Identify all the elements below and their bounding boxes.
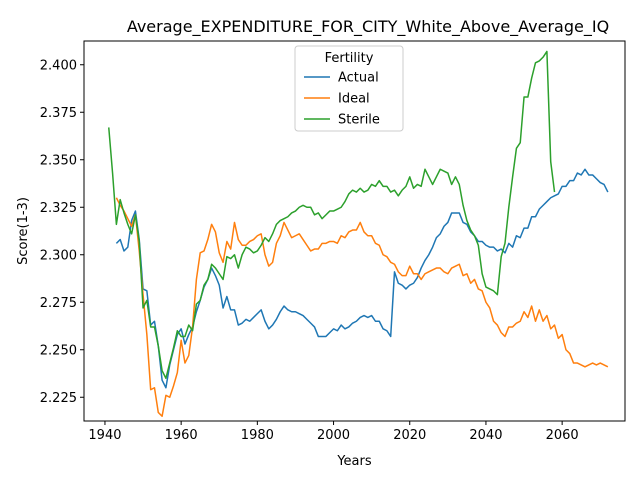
legend-label-sterile: Sterile xyxy=(338,113,380,128)
x-tick-label: 2040 xyxy=(469,428,502,443)
y-tick-label: 2.400 xyxy=(40,58,77,73)
y-tick-label: 2.300 xyxy=(40,248,77,263)
x-axis-label: Years xyxy=(336,454,372,469)
y-axis: 2.225 2.250 2.275 2.300 2.325 2.350 2.375 2.400 xyxy=(40,58,84,406)
y-tick-label: 2.375 xyxy=(40,106,77,121)
y-tick-label: 2.225 xyxy=(40,391,77,406)
y-tick-label: 2.275 xyxy=(40,296,77,311)
legend-title: Fertility xyxy=(325,51,374,66)
legend-label-ideal: Ideal xyxy=(338,92,370,107)
plot-area xyxy=(108,50,609,417)
x-tick-label: 1960 xyxy=(165,428,198,443)
series-line-sterile xyxy=(108,50,556,379)
y-axis-label: Score(1-3) xyxy=(16,197,31,265)
axes-frame xyxy=(83,40,626,422)
legend-label-actual: Actual xyxy=(338,71,379,86)
x-tick-label: 2060 xyxy=(546,428,579,443)
legend-box xyxy=(294,45,404,132)
y-tick-label: 2.350 xyxy=(40,153,77,168)
series-line-actual xyxy=(115,168,609,389)
chart-title: Average_EXPENDITURE_FOR_CITY_White_Above… xyxy=(127,17,609,37)
legend: Fertility Actual Ideal Sterile xyxy=(294,45,404,132)
y-tick-label: 2.325 xyxy=(40,201,77,216)
x-axis: 1940 1960 1980 2000 2020 2040 2060 xyxy=(88,421,579,443)
x-tick-label: 1940 xyxy=(88,428,121,443)
y-tick-label: 2.250 xyxy=(40,343,77,358)
x-tick-label: 1980 xyxy=(241,428,274,443)
series-line-ideal xyxy=(115,197,609,417)
x-tick-label: 2020 xyxy=(393,428,426,443)
x-tick-label: 2000 xyxy=(317,428,350,443)
